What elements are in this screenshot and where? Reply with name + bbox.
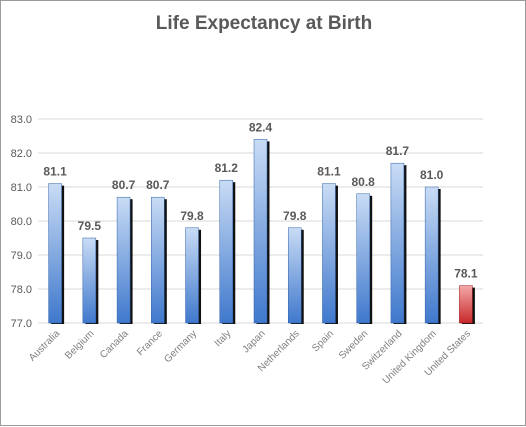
data-label: 82.4	[249, 120, 273, 134]
bar-sweden	[356, 193, 370, 324]
bars	[48, 139, 475, 324]
x-tick-label: Belgium	[63, 328, 96, 361]
bar-spain	[322, 183, 336, 324]
x-tick-label: Japan	[241, 328, 268, 355]
y-axis: 77.0 78.0 79.0 80.0 81.0 82.0 83.0	[11, 114, 32, 330]
bar-germany	[185, 227, 199, 324]
bar-united-states	[459, 285, 473, 324]
y-tick-label: 79.0	[11, 250, 32, 262]
x-tick-label: Canada	[98, 328, 131, 361]
bar-switzerland	[390, 162, 405, 324]
bar-japan	[253, 139, 268, 324]
data-label: 79.8	[283, 209, 307, 223]
data-label: 79.8	[180, 209, 204, 223]
data-label: 80.8	[352, 175, 376, 189]
data-label: 81.7	[386, 144, 410, 158]
bar-canada	[116, 196, 131, 324]
data-label: 78.1	[454, 267, 478, 281]
x-tick-label: France	[135, 328, 165, 358]
x-tick-label: Spain	[310, 328, 336, 354]
y-tick-label: 77.0	[11, 318, 32, 330]
bar-italy	[219, 179, 234, 324]
chart-title: Life Expectancy at Birth	[155, 13, 373, 34]
x-tick-label: Sweden	[337, 328, 370, 361]
bar-australia	[48, 183, 62, 324]
data-labels: 81.1 79.5 80.7 80.7 79.8 81.2 82.4 79.8 81.1 80.8…	[43, 120, 477, 280]
bar-belgium	[82, 237, 97, 324]
data-label: 81.1	[43, 165, 67, 179]
data-label: 81.0	[420, 168, 444, 182]
bar-france	[151, 196, 165, 324]
x-tick-label: Italy	[213, 328, 234, 349]
y-tick-label: 81.0	[11, 182, 32, 194]
bar-united-kingdom	[424, 186, 439, 324]
data-label: 80.7	[112, 178, 136, 192]
y-tick-label: 80.0	[11, 216, 32, 228]
y-tick-label: 83.0	[11, 114, 32, 126]
data-label: 79.5	[78, 219, 102, 233]
y-tick-label: 82.0	[11, 148, 32, 160]
y-tick-label: 78.0	[11, 284, 32, 296]
data-label: 80.7	[146, 178, 170, 192]
data-label: 81.2	[215, 161, 239, 175]
data-label: 81.1	[317, 165, 341, 179]
x-tick-label: Australia	[27, 328, 63, 364]
x-tick-label: Germany	[162, 328, 199, 365]
bar-netherlands	[287, 227, 302, 324]
